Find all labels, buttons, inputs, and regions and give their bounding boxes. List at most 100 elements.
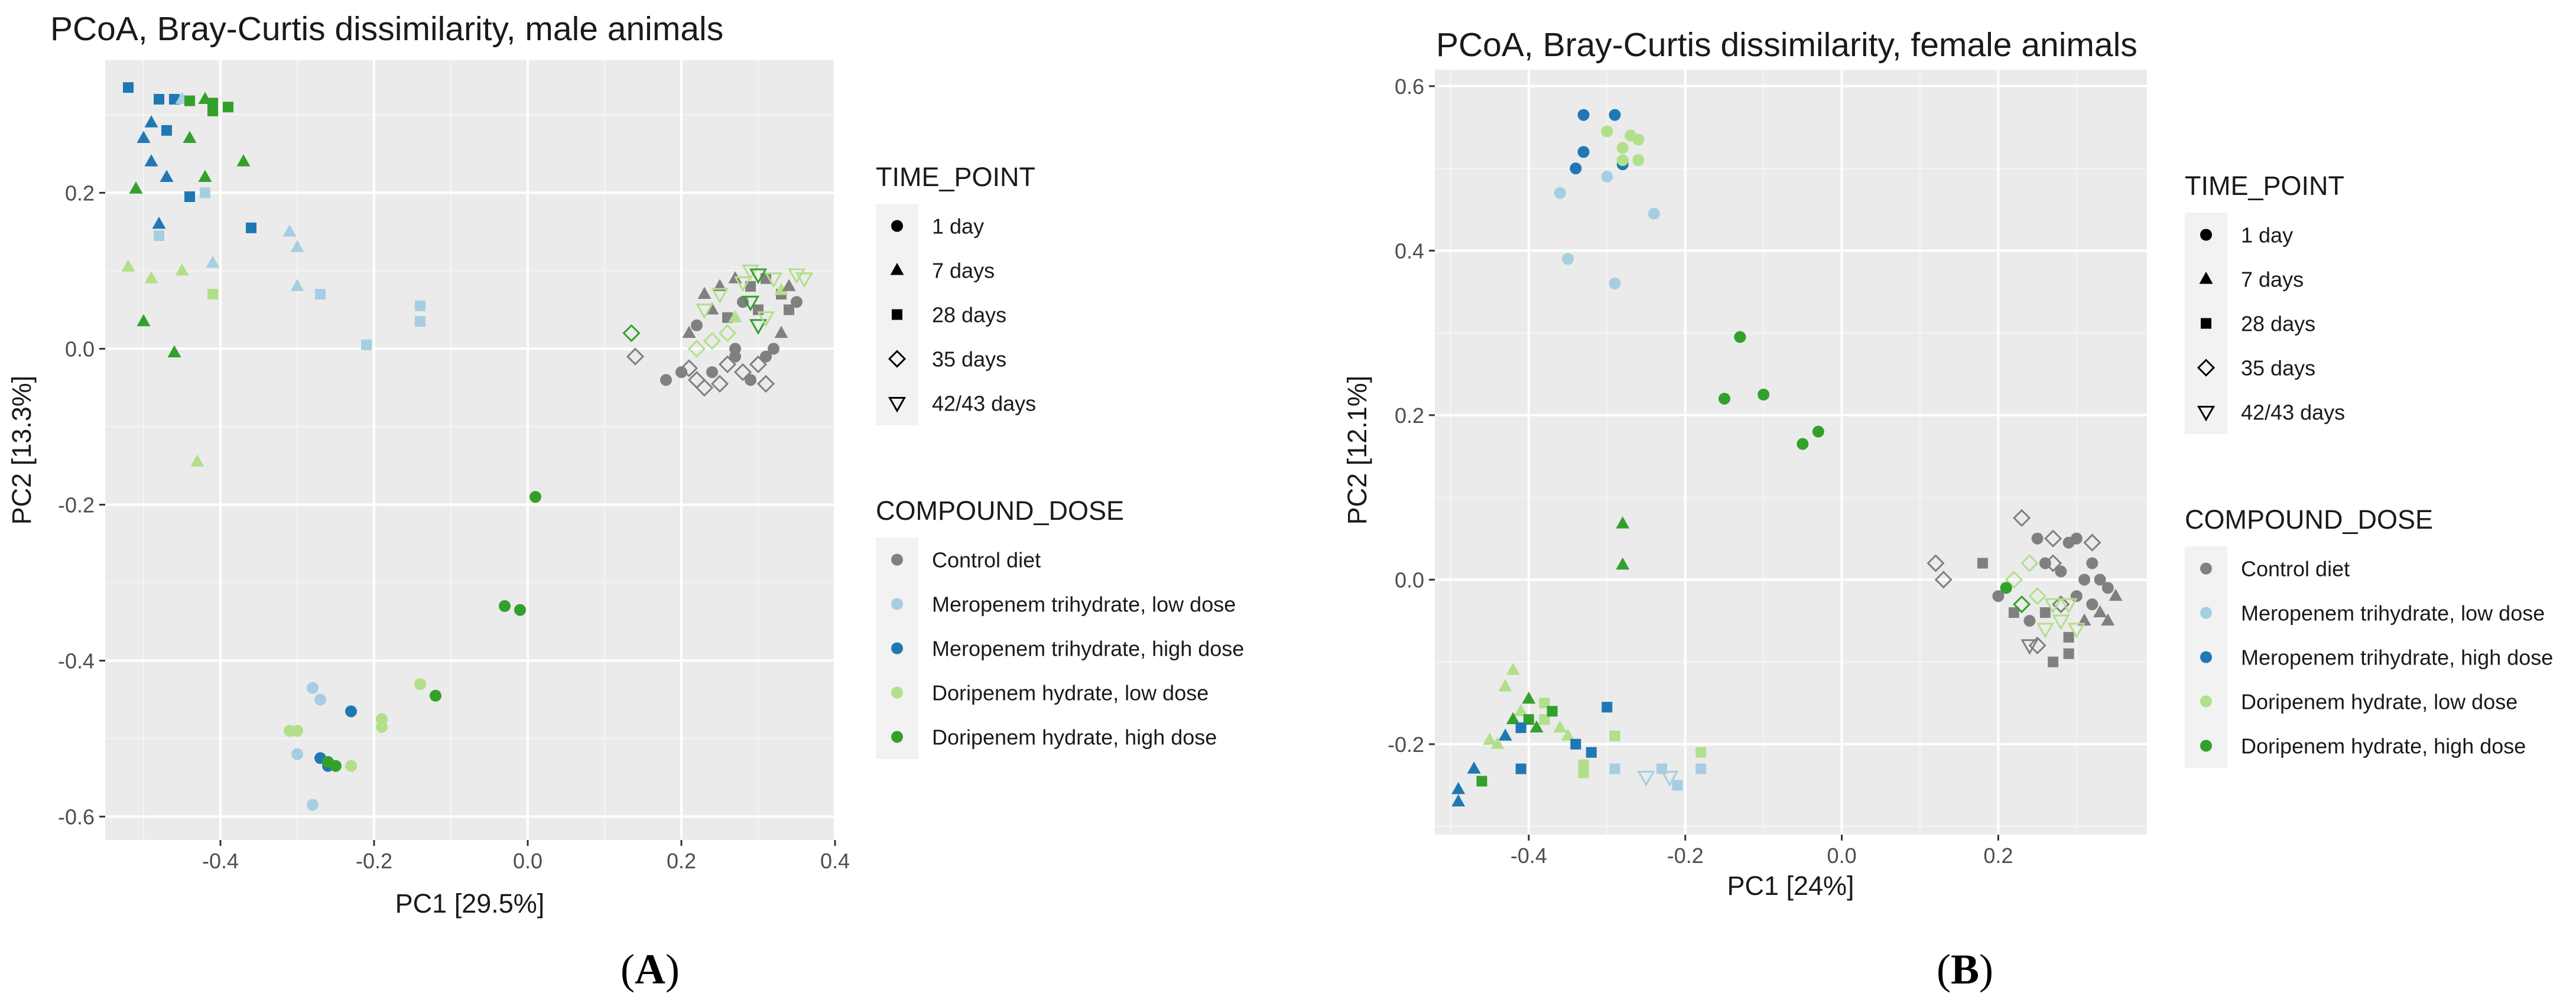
data-point — [361, 339, 372, 350]
data-point — [2031, 532, 2044, 545]
legend-entry-label: Meropenem trihydrate, high dose — [932, 637, 1244, 661]
data-point — [660, 374, 672, 386]
data-point — [1498, 728, 1512, 741]
data-point — [2020, 639, 2039, 655]
chart-a-y-axis: -0.6 -0.4 -0.2 0.0 0.2 — [58, 181, 105, 829]
data-point — [206, 255, 220, 268]
data-point — [1977, 558, 1988, 569]
data-point — [2013, 595, 2031, 614]
data-point — [1451, 794, 1466, 807]
y-tick-label: -0.4 — [58, 649, 95, 673]
y-tick-label: 0.0 — [65, 337, 95, 361]
data-point — [1695, 763, 1707, 774]
legend-key-diamond — [2197, 359, 2216, 377]
data-point — [741, 295, 760, 312]
data-point — [1992, 590, 2005, 603]
data-point — [1672, 780, 1683, 791]
data-point — [1570, 738, 1581, 750]
data-point — [2083, 533, 2101, 552]
legend-key-color — [2200, 695, 2212, 708]
data-point — [376, 721, 388, 733]
data-point — [137, 314, 151, 327]
data-point — [207, 105, 218, 116]
x-tick-label: -0.4 — [202, 849, 239, 873]
legend-key-color — [891, 686, 903, 699]
data-point — [1578, 767, 1589, 779]
data-point — [1577, 146, 1590, 158]
legend-key-color — [2200, 651, 2212, 663]
data-point — [1601, 125, 1613, 138]
data-point — [1616, 142, 1629, 154]
y-tick-label: -0.2 — [1388, 732, 1424, 757]
chart-b-ylabel: PC2 [12.1%] — [1342, 376, 1372, 525]
legend-key-color — [2200, 562, 2212, 575]
data-point — [2086, 557, 2099, 569]
data-point — [2039, 607, 2051, 618]
data-point — [1632, 133, 1645, 146]
data-point — [733, 363, 752, 382]
data-point — [741, 264, 760, 281]
data-point — [1561, 728, 1575, 741]
data-point — [782, 279, 796, 291]
y-tick-label: -0.6 — [58, 805, 95, 829]
data-point — [1601, 171, 1613, 183]
data-point — [1718, 392, 1730, 405]
legend-entry-label: 35 days — [932, 347, 1006, 372]
legend-key-triangle — [2199, 272, 2213, 284]
data-point — [1467, 761, 1481, 774]
chart-a-plot-panel — [105, 60, 835, 840]
data-point — [718, 324, 737, 343]
data-point — [729, 343, 741, 355]
data-point — [695, 379, 714, 397]
data-point — [129, 181, 143, 194]
data-point — [307, 682, 319, 694]
data-point — [1637, 771, 1655, 787]
chart-b-x-axis: -0.4 -0.2 0.0 0.2 — [1510, 835, 2013, 868]
data-point — [184, 95, 195, 106]
chart-b-y-axis: -0.2 0.0 0.2 0.4 0.6 — [1388, 74, 1435, 757]
data-point — [175, 263, 189, 276]
data-point — [123, 82, 134, 93]
data-point — [756, 375, 775, 393]
data-point — [1577, 109, 1590, 121]
caption-a-letter: A — [635, 946, 665, 993]
data-point — [2044, 529, 2062, 548]
legend-entry-label: Control diet — [932, 548, 1041, 572]
x-tick-label: 0.2 — [1983, 844, 2013, 868]
data-point — [183, 131, 197, 143]
legend-title: TIME_POINT — [876, 162, 1035, 192]
data-point — [1656, 763, 1668, 774]
data-point — [2067, 623, 2086, 639]
data-point — [749, 268, 768, 285]
legend-title: COMPOUND_DOSE — [876, 496, 1124, 526]
x-tick-label: 0.0 — [513, 849, 543, 873]
data-point — [1758, 389, 1770, 401]
chart-b-points — [1451, 109, 2123, 807]
legend-key-diamond — [888, 350, 907, 368]
data-point — [1529, 720, 1544, 732]
data-point — [144, 154, 158, 167]
data-point — [1602, 702, 1613, 713]
chart-b-xlabel: PC1 [24%] — [1727, 871, 1854, 901]
panel-caption-a: (A) — [621, 946, 680, 993]
data-point — [2086, 598, 2099, 611]
data-point — [1695, 747, 1707, 758]
data-point — [1554, 187, 1566, 199]
data-point — [1586, 747, 1597, 758]
legend-entry-label: 35 days — [2241, 356, 2315, 380]
data-point — [1609, 730, 1620, 741]
data-point — [1514, 704, 1528, 717]
data-point — [307, 799, 319, 811]
data-point — [190, 454, 204, 467]
data-point — [1632, 154, 1645, 167]
legend-entry-label: 1 day — [932, 214, 984, 239]
data-point — [200, 187, 210, 198]
data-point — [1490, 737, 1505, 749]
data-point — [198, 170, 212, 182]
data-point — [246, 222, 256, 233]
legend-key-triangle_down — [888, 397, 907, 413]
legend-key-color — [2200, 607, 2212, 619]
legend-key-color — [2200, 740, 2212, 752]
data-point — [695, 303, 714, 320]
